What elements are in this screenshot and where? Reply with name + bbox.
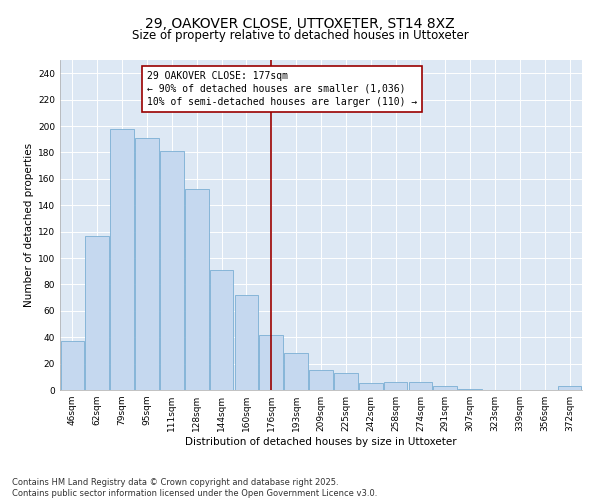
Bar (210, 270, 233, 390)
Bar (558, 386, 581, 390)
Bar (334, 373, 358, 390)
Bar (259, 334, 283, 390)
Text: Contains HM Land Registry data © Crown copyright and database right 2025.
Contai: Contains HM Land Registry data © Crown c… (12, 478, 377, 498)
Text: 29, OAKOVER CLOSE, UTTOXETER, ST14 8XZ: 29, OAKOVER CLOSE, UTTOXETER, ST14 8XZ (145, 18, 455, 32)
Bar (458, 388, 482, 390)
Bar (185, 190, 209, 390)
Text: 29 OAKOVER CLOSE: 177sqm
← 90% of detached houses are smaller (1,036)
10% of sem: 29 OAKOVER CLOSE: 177sqm ← 90% of detach… (147, 70, 417, 107)
Bar (309, 370, 333, 390)
Y-axis label: Number of detached properties: Number of detached properties (24, 143, 34, 307)
Bar (284, 353, 308, 390)
Bar (61, 341, 84, 390)
Bar (235, 295, 258, 390)
Text: Size of property relative to detached houses in Uttoxeter: Size of property relative to detached ho… (131, 28, 469, 42)
Bar (359, 384, 383, 390)
Bar (433, 386, 457, 390)
Bar (160, 151, 184, 390)
Bar (110, 128, 134, 390)
Bar (85, 236, 109, 390)
Bar (135, 138, 159, 390)
Bar (384, 382, 407, 390)
Bar (409, 382, 432, 390)
X-axis label: Distribution of detached houses by size in Uttoxeter: Distribution of detached houses by size … (185, 437, 457, 447)
